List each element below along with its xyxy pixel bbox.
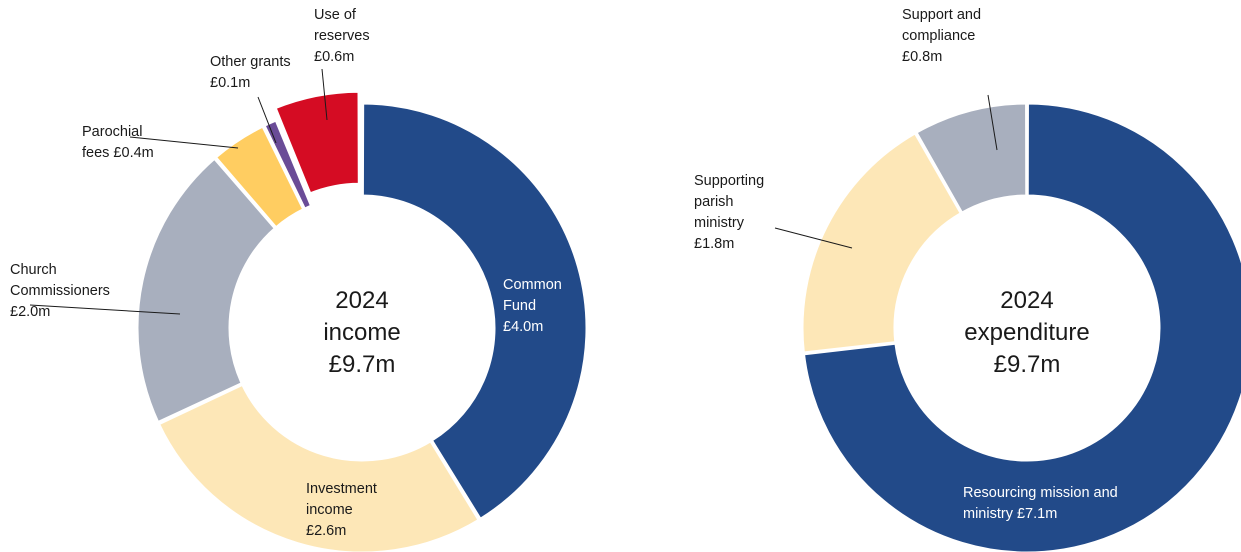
- label-line: Support and: [902, 7, 981, 23]
- center-year: 2024: [335, 287, 388, 314]
- label-line: Commissioners: [10, 283, 110, 299]
- label-line: Parochial: [82, 124, 142, 140]
- label-line: fees £0.4m: [82, 145, 154, 161]
- label-use-of-reserves: Use of reserves £0.6m: [314, 7, 370, 65]
- label-line: reserves: [314, 28, 370, 44]
- label-line: Supporting: [694, 173, 764, 189]
- center-year: 2024: [1000, 287, 1053, 314]
- label-line: £1.8m: [694, 236, 734, 252]
- leader-line-support-and-compliance: [987, 94, 998, 151]
- center-total: £9.7m: [994, 351, 1061, 378]
- label-line: £0.1m: [210, 75, 250, 91]
- label-line: Use of: [314, 7, 357, 23]
- slice-investment-income: [156, 382, 482, 552]
- label-line: Investment: [306, 481, 377, 497]
- slice-common-fund: [360, 101, 589, 522]
- label-parochial-fees: Parochial fees £0.4m: [82, 124, 154, 161]
- slice-church-commissioners: [135, 156, 278, 425]
- label-line: parish: [694, 194, 734, 210]
- leader-line-church-commissioners: [29, 304, 181, 315]
- label-support-and-compliance: Support and compliance £0.8m: [902, 7, 981, 65]
- label-investment-income: Investment income £2.6m: [306, 481, 377, 539]
- label-line: £4.0m: [503, 319, 543, 335]
- label-line: ministry: [694, 215, 745, 231]
- expenditure-donut-chart: Resourcing mission and ministry £7.1m Supp…: [694, 7, 1241, 552]
- leader-line-parochial-fees: [129, 136, 239, 149]
- label-line: ministry £7.1m: [963, 506, 1057, 522]
- label-line: Church: [10, 262, 57, 278]
- label-line: Resourcing mission and: [963, 485, 1118, 501]
- label-line: Other grants: [210, 54, 291, 70]
- label-line: income: [306, 502, 353, 518]
- label-line: £0.8m: [902, 49, 942, 65]
- label-line: £2.6m: [306, 523, 346, 539]
- slice-use-of-reserves: [273, 89, 361, 196]
- leader-line-supporting-parish-ministry: [774, 227, 853, 249]
- label-supporting-parish-ministry: Supporting parish ministry £1.8m: [694, 173, 764, 252]
- center-caption: income: [323, 319, 400, 346]
- label-line: £0.6m: [314, 49, 354, 65]
- leader-line-other-grants: [257, 96, 277, 144]
- center-caption: expenditure: [964, 319, 1089, 346]
- label-line: Fund: [503, 298, 536, 314]
- leader-line-use-of-reserves: [321, 68, 328, 121]
- slice-support-and-compliance: [913, 101, 1029, 216]
- label-line: Common: [503, 277, 562, 293]
- center-total: £9.7m: [329, 351, 396, 378]
- label-line: £2.0m: [10, 304, 50, 320]
- label-other-grants: Other grants £0.1m: [210, 54, 291, 91]
- label-church-commissioners: Church Commissioners £2.0m: [10, 262, 110, 320]
- slice-resourcing-mission-and-ministry: [801, 101, 1241, 552]
- income-donut-chart: Common Fund £4.0m Investment income £2.6m Chur…: [10, 7, 589, 552]
- label-line: compliance: [902, 28, 975, 44]
- label-common-fund: Common Fund £4.0m: [503, 277, 562, 335]
- label-resourcing-mission-and-ministry: Resourcing mission and ministry £7.1m: [963, 485, 1118, 522]
